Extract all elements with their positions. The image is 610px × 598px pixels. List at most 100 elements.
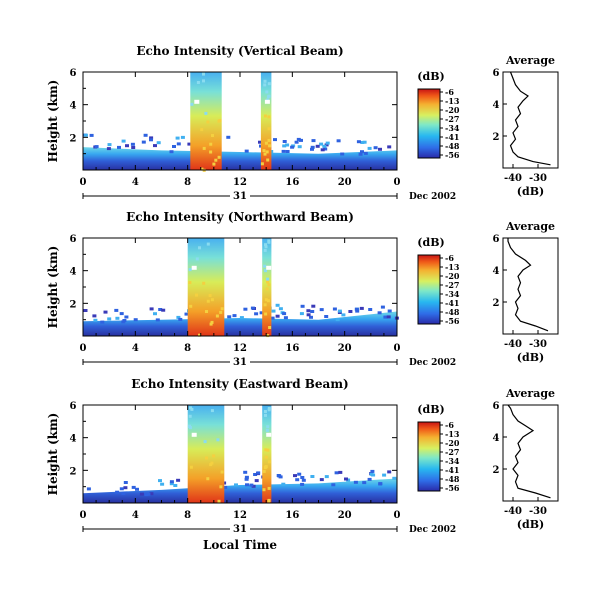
echo-cell [131, 146, 136, 149]
average-frame [502, 404, 559, 502]
echo-cell [332, 307, 337, 311]
echo-cell [254, 479, 259, 483]
echo-cell [378, 147, 382, 151]
average-y-tick-label: 4 [493, 266, 500, 277]
echo-cell [83, 309, 88, 312]
echo-cell [297, 145, 302, 149]
echo-cell [258, 140, 262, 144]
echo-cell [215, 314, 219, 318]
colorbar-tick-label: -20 [445, 271, 460, 281]
echo-cell [169, 150, 174, 154]
echo-cell [196, 81, 200, 84]
echo-cell [368, 308, 373, 311]
echo-cell [249, 483, 254, 487]
echo-cell [373, 146, 378, 150]
echo-cell [254, 312, 259, 316]
echo-cell [262, 488, 266, 492]
echo-cell [160, 482, 165, 486]
boundary-layer-echo [83, 147, 397, 170]
echo-cell [180, 135, 185, 139]
echo-cell [320, 148, 325, 152]
echo-cell [278, 307, 283, 311]
echo-cell [124, 315, 129, 319]
echo-cell [178, 317, 183, 321]
date-label: Dec 2002 [409, 192, 456, 202]
echo-cell [387, 470, 392, 474]
echo-cell [340, 152, 345, 156]
echo-cell [306, 309, 311, 313]
echo-cell [195, 257, 199, 261]
echo-cell [355, 309, 360, 313]
echo-cell [262, 469, 266, 473]
y-tick-label: 2 [70, 133, 77, 144]
echo-cell [250, 306, 255, 310]
date-day-label: 31 [233, 357, 247, 368]
echo-cell [198, 246, 201, 250]
echo-cell [264, 243, 267, 247]
echo-cell [220, 307, 224, 311]
echo-cell [223, 485, 228, 489]
echo-cell [266, 158, 270, 162]
echo-cell [188, 281, 192, 285]
echo-cell [311, 139, 316, 143]
y-tick-label: 6 [70, 234, 77, 245]
echo-cell [285, 150, 290, 153]
echo-cell [266, 280, 270, 284]
echo-cell [267, 283, 271, 287]
echo-cell [214, 158, 218, 162]
colorbar-tick-label: -34 [445, 456, 460, 466]
colorbar-tick-label: -27 [445, 447, 459, 457]
echo-cell [202, 72, 205, 76]
echo-cell [205, 456, 208, 460]
echo-cell [232, 314, 237, 318]
average-profile-line [507, 404, 551, 499]
echo-cell [244, 477, 249, 481]
colorbar-tick-label: -56 [445, 150, 460, 160]
echo-cell [200, 128, 204, 132]
colorbar-tick-label: -48 [445, 307, 460, 317]
y-tick-label: 6 [70, 401, 77, 412]
echo-cell [266, 299, 270, 303]
echo-cell [300, 476, 305, 479]
echo-cell [309, 315, 313, 319]
x-tick-label: 12 [233, 510, 247, 521]
average-y-tick-label: 2 [493, 132, 500, 143]
echo-cell [322, 144, 327, 148]
echo-cell [311, 304, 316, 308]
echo-cell [295, 478, 300, 482]
echo-cell [187, 142, 192, 146]
boundary-layer-echo [83, 311, 397, 336]
echo-cell [353, 480, 358, 484]
echo-cell [362, 140, 367, 144]
bright-band-mark [266, 432, 272, 437]
echo-cell [331, 483, 336, 487]
colorbar-tick-label: -13 [445, 429, 460, 439]
echo-cell [264, 141, 268, 145]
echo-cell [243, 470, 248, 474]
date-day-bg [230, 521, 250, 533]
echo-cell [387, 309, 392, 313]
echo-cell [123, 486, 128, 490]
colorbar-tick-label: -41 [445, 298, 459, 308]
echo-cell [244, 149, 249, 153]
echo-cell [263, 303, 267, 307]
echo-cell [338, 470, 343, 474]
echo-cell [260, 162, 264, 166]
y-axis-label: Height (km) [46, 413, 60, 496]
echo-cell [256, 471, 261, 475]
average-x-tick-label: -30 [529, 173, 547, 184]
echo-cell [210, 409, 214, 413]
x-tick-label: 20 [338, 343, 352, 354]
echo-cell [244, 475, 249, 479]
echo-cell [264, 245, 268, 249]
echo-cell [212, 162, 216, 166]
echo-cell [114, 308, 119, 312]
echo-cell [155, 318, 160, 322]
echo-cell [153, 312, 157, 316]
average-x-tick-label: -40 [504, 506, 522, 517]
panel-0: Echo Intensity (Vertical Beam) 2 4 6 Height … [46, 44, 559, 202]
colorbar-tick-label: -27 [445, 280, 459, 290]
echo-cell [125, 144, 129, 148]
echo-cell [200, 167, 204, 171]
